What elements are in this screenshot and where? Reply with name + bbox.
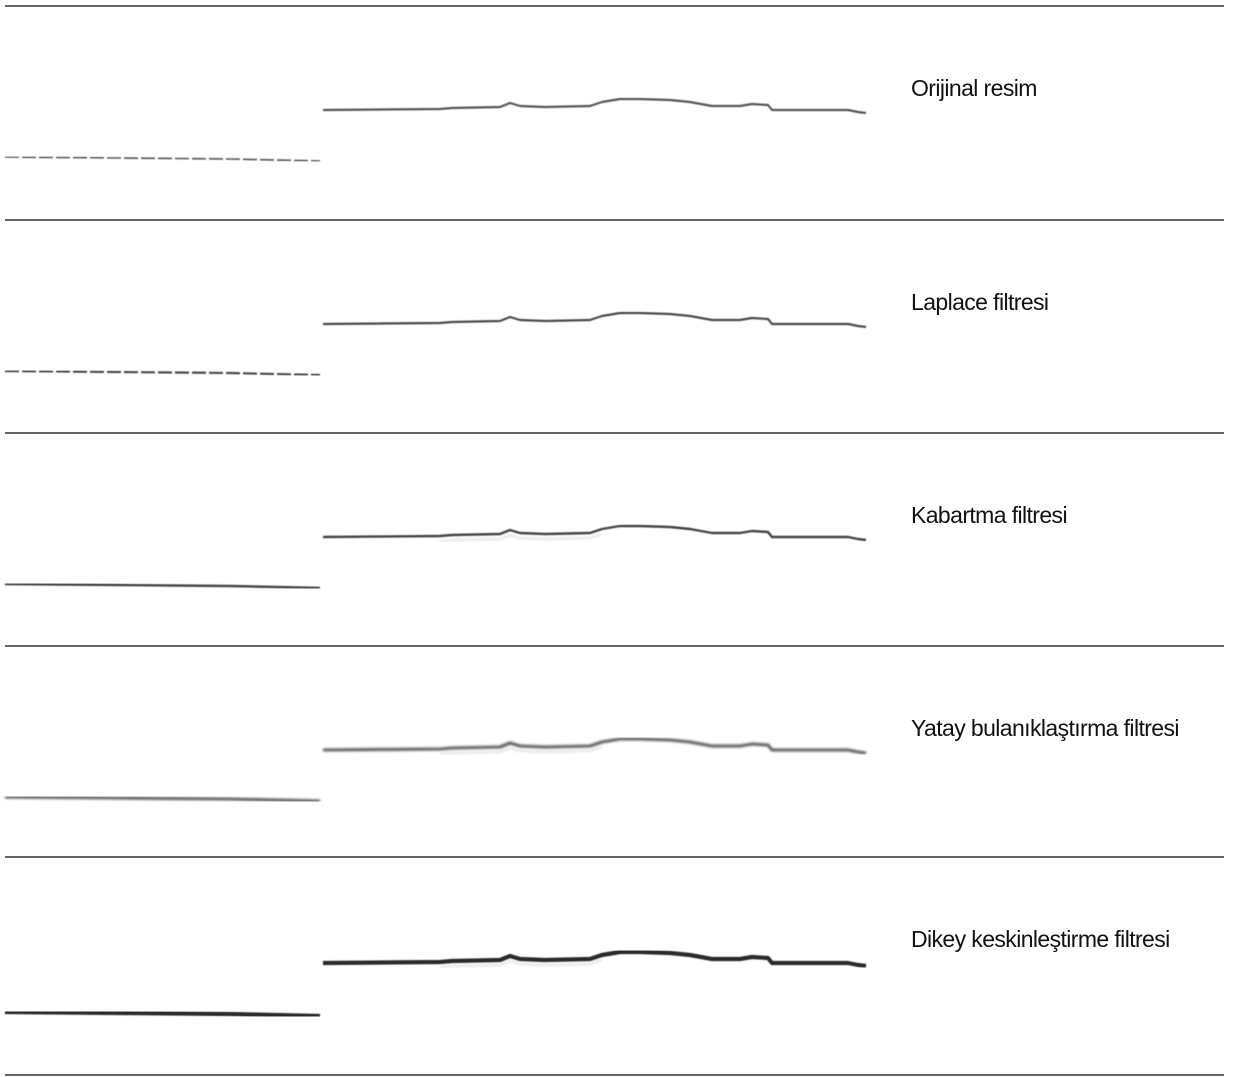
laser-profile (323, 313, 866, 327)
row-label: Kabartma filtresi (911, 502, 1067, 528)
row-label: Laplace filtresi (911, 289, 1048, 315)
laser-profile (323, 952, 866, 966)
row-label: Yatay bulanıklaştırma filtresi (911, 715, 1179, 741)
laser-line-left (5, 1012, 320, 1016)
row-label: Dikey keskinleştirme filtresi (911, 926, 1170, 952)
laser-profile (323, 526, 866, 540)
laser-profile (323, 99, 866, 113)
laser-line-left (5, 157, 320, 161)
laser-line-left (5, 371, 320, 375)
figure: Orijinal resim Laplace filtresi Kabartma f… (0, 0, 1233, 1077)
laser-profile (323, 739, 866, 753)
laser-line-left (5, 797, 320, 801)
row-label: Orijinal resim (911, 75, 1037, 101)
laser-line-left (5, 584, 320, 588)
